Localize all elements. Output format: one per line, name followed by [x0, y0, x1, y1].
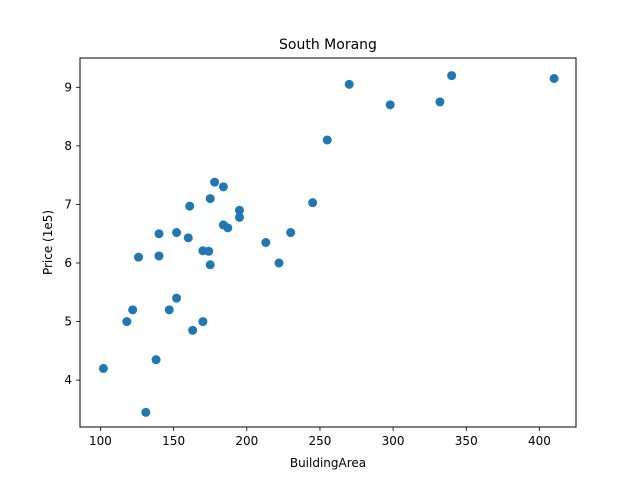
data-point	[205, 260, 215, 270]
data-point	[223, 223, 233, 233]
y-tick-label: 8	[64, 139, 72, 153]
data-point	[98, 363, 108, 373]
x-tick-label: 150	[162, 434, 185, 448]
plot-frame	[79, 57, 577, 428]
data-point	[154, 229, 164, 239]
data-point	[198, 317, 208, 327]
data-point	[172, 293, 182, 303]
data-point	[549, 74, 559, 83]
y-tick-label: 5	[64, 315, 72, 329]
data-point	[435, 97, 445, 107]
data-point	[344, 79, 354, 89]
x-axis-label: BuildingArea	[290, 456, 366, 470]
data-point	[185, 201, 195, 211]
x-tick-label: 200	[235, 434, 258, 448]
data-point	[274, 258, 284, 268]
data-point	[164, 305, 174, 315]
y-tick-label: 4	[64, 373, 72, 387]
x-tick-label: 100	[89, 434, 112, 448]
x-tick-label: 400	[528, 434, 551, 448]
data-point	[188, 325, 198, 335]
data-point	[154, 251, 164, 261]
y-tick-label: 7	[64, 197, 72, 211]
x-tick-label: 350	[455, 434, 478, 448]
data-point	[210, 177, 220, 187]
data-point	[151, 355, 161, 365]
data-point	[218, 182, 228, 192]
y-tick-label: 9	[64, 80, 72, 94]
x-tick-label: 250	[308, 434, 331, 448]
data-point	[172, 228, 182, 238]
data-point	[234, 205, 244, 215]
data-point	[205, 194, 215, 204]
data-points	[98, 71, 559, 417]
axis-ticks: 100 150 200 250 300 350 400 4 5 6 7 8 9	[64, 80, 551, 448]
x-tick-label: 300	[382, 434, 405, 448]
data-point	[308, 198, 318, 208]
y-axis-label: Price (1e5)	[41, 210, 55, 275]
data-point	[286, 228, 296, 238]
data-point	[234, 212, 244, 222]
data-point	[204, 246, 214, 256]
data-point	[128, 305, 138, 315]
data-point	[261, 238, 271, 247]
data-point	[322, 135, 332, 145]
y-tick-label: 6	[64, 256, 72, 270]
chart-title: South Morang	[279, 37, 377, 53]
data-point	[183, 233, 193, 243]
data-point	[141, 407, 151, 417]
data-point	[385, 100, 395, 110]
data-point	[122, 317, 132, 327]
data-point	[447, 71, 457, 81]
data-point	[134, 252, 144, 262]
